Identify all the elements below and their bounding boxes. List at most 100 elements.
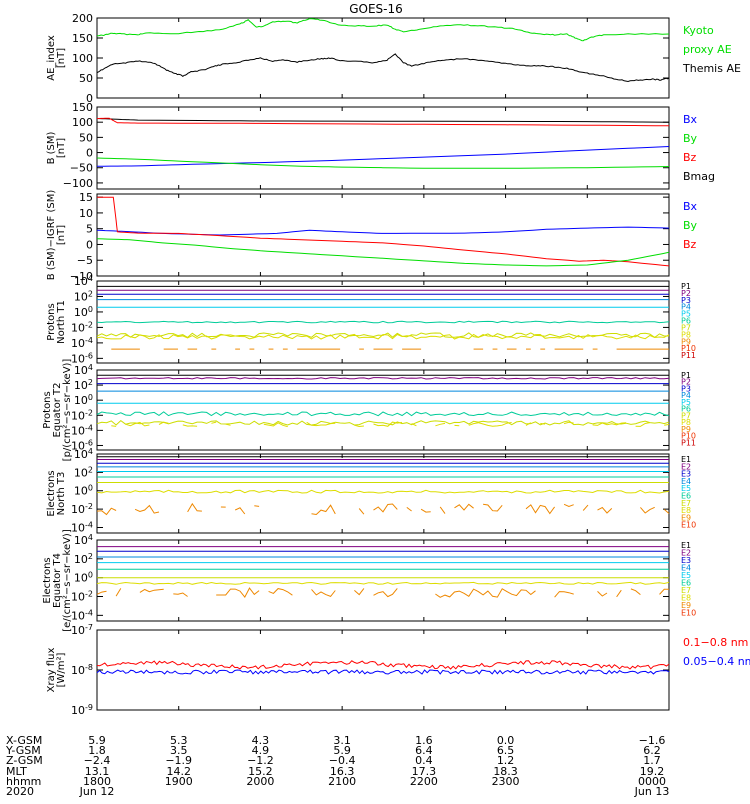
series-line xyxy=(97,197,669,266)
panel-frame xyxy=(97,18,669,98)
legend-entry: P11 xyxy=(681,351,696,360)
axis-value: 2000 xyxy=(246,775,274,788)
y-axis-label: B (SM)−IGRF (SM)[nT] xyxy=(46,190,67,281)
channel-line xyxy=(564,504,574,506)
channel-line xyxy=(421,509,431,512)
y-tick-label: 104 xyxy=(74,363,93,377)
channel-line xyxy=(455,504,474,510)
y-tick-label: 10 xyxy=(79,207,93,220)
channel-line xyxy=(640,507,654,513)
y-tick-label: 50 xyxy=(79,131,93,144)
legend-entry: Bx xyxy=(683,200,698,213)
channel-line xyxy=(555,592,574,598)
channel-line xyxy=(312,589,336,596)
channel-line xyxy=(583,505,588,510)
panel-frame xyxy=(97,540,669,621)
channel-line xyxy=(354,588,364,594)
y-tick-label: 10-2 xyxy=(71,590,93,604)
y-tick-label: 10-4 xyxy=(71,423,93,437)
channel-line xyxy=(216,588,259,597)
y-tick-label: −5 xyxy=(77,254,93,267)
legend-entry: E10 xyxy=(681,609,696,618)
panel-frame xyxy=(97,107,669,189)
channel-line xyxy=(374,504,398,512)
row-label: 2020 xyxy=(6,785,34,798)
channel-line xyxy=(188,504,202,512)
channel-line xyxy=(183,425,197,426)
y-axis-label: ProtonsNorth T1 xyxy=(46,300,67,344)
y-tick-label: 10-2 xyxy=(71,320,93,334)
y-tick-label: 102 xyxy=(74,378,93,392)
channel-line xyxy=(469,423,512,427)
y-tick-label: 100 xyxy=(74,571,93,585)
panel-frame xyxy=(97,630,669,710)
panel-frame xyxy=(97,454,669,533)
axis-value: 2100 xyxy=(328,775,356,788)
channel-line xyxy=(374,588,398,596)
y-axis-label: AE_index[nT] xyxy=(46,35,67,81)
panel-8: 10-7 10-8 10-9 Xray flux[W/m²] 0.1−0.8 nm 0.0… xyxy=(46,623,750,717)
channel-line xyxy=(226,424,231,425)
y-tick-label: 10-2 xyxy=(71,408,93,422)
y-tick-label: 100 xyxy=(74,393,93,407)
y-tick-label: 10-2 xyxy=(71,502,93,516)
legend-entry: 0.1−0.8 nm xyxy=(683,636,748,649)
y-tick-label: 10-9 xyxy=(71,703,93,717)
series-line xyxy=(97,54,669,82)
axis-value: Jun 13 xyxy=(634,785,670,798)
y-tick-label: 100 xyxy=(72,116,93,129)
series-line xyxy=(97,158,669,168)
channel-line xyxy=(97,582,669,584)
legend-entry: Kyoto xyxy=(683,24,714,37)
y-tick-label: 10-4 xyxy=(71,608,93,622)
legend-entry: Bmag xyxy=(683,170,715,183)
y-tick-label: 100 xyxy=(74,305,93,319)
channel-line xyxy=(97,661,669,669)
channel-line xyxy=(135,506,159,514)
channel-line xyxy=(173,593,187,597)
y-tick-label: 104 xyxy=(74,533,93,547)
channel-line xyxy=(440,507,445,514)
channel-line xyxy=(111,426,116,427)
channel-line xyxy=(664,509,669,513)
legend-entry: 0.05−0.4 nm xyxy=(683,655,750,668)
panel-frame xyxy=(97,370,669,450)
channel-line xyxy=(116,588,121,596)
y-tick-label: 15 xyxy=(79,191,93,204)
y-tick-label: 10-7 xyxy=(71,623,93,637)
y-tick-label: 150 xyxy=(72,101,93,114)
channel-line xyxy=(307,422,336,425)
channel-line xyxy=(598,508,612,514)
y-tick-label: 102 xyxy=(74,465,93,479)
legend-entry: Themis AE xyxy=(682,62,741,75)
axis-value: Jun 12 xyxy=(79,785,115,798)
channel-line xyxy=(660,589,670,594)
channel-line xyxy=(254,506,259,507)
series-line xyxy=(97,119,669,123)
channel-line xyxy=(312,505,336,514)
y-tick-label: 0 xyxy=(86,147,93,160)
series-line xyxy=(97,147,669,167)
channel-line xyxy=(435,589,535,598)
channel-line xyxy=(617,590,622,597)
channel-line xyxy=(159,422,169,424)
channel-line xyxy=(97,412,669,416)
figure-title: GOES-16 xyxy=(349,2,403,16)
y-tick-label: 200 xyxy=(72,12,93,25)
channel-line xyxy=(354,425,364,426)
channel-line xyxy=(359,509,364,515)
y-tick-label: −100 xyxy=(63,177,93,190)
y-tick-label: 50 xyxy=(79,72,93,85)
legend-entry: Bz xyxy=(683,151,697,164)
y-tick-label: 10-8 xyxy=(71,663,93,677)
channel-line xyxy=(140,589,164,592)
series-line xyxy=(97,19,669,41)
y-axis-label: Xray flux[W/m²] xyxy=(46,648,67,693)
